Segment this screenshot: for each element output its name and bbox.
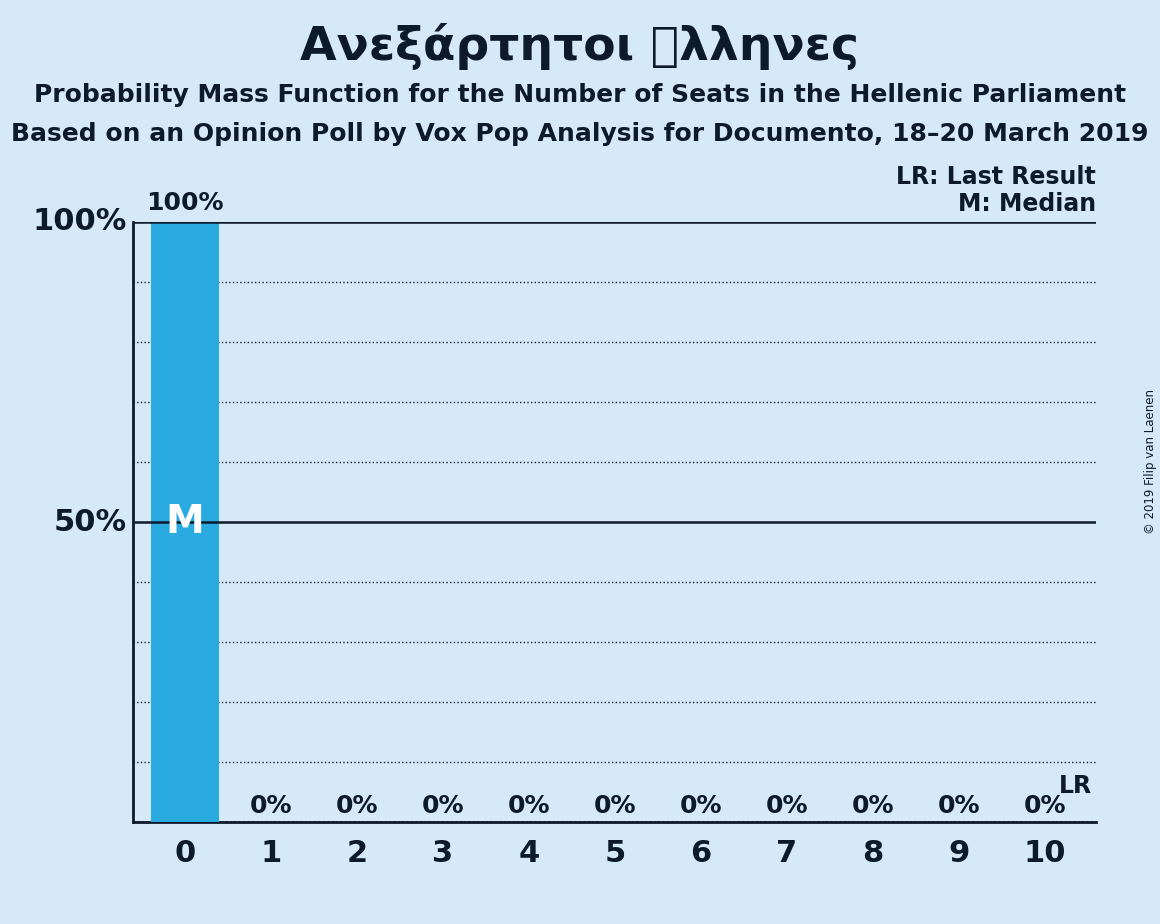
Text: © 2019 Filip van Laenen: © 2019 Filip van Laenen [1144,390,1158,534]
Text: M: M [166,503,204,541]
Text: 100%: 100% [146,190,224,214]
Text: 0%: 0% [594,794,636,818]
Text: 0%: 0% [680,794,722,818]
Text: LR: Last Result: LR: Last Result [897,164,1096,188]
Bar [151,222,219,822]
Text: 0%: 0% [508,794,550,818]
Text: Ανεξάρτητοι ἞λληνες: Ανεξάρτητοι ἞λληνες [300,23,860,70]
Text: 0%: 0% [766,794,809,818]
Text: M: Median: M: Median [958,192,1096,216]
Text: 0%: 0% [937,794,980,818]
Text: 0%: 0% [851,794,894,818]
Text: 0%: 0% [1023,794,1066,818]
Text: 50%: 50% [53,507,126,537]
Text: Based on an Opinion Poll by Vox Pop Analysis for Documento, 18–20 March 2019: Based on an Opinion Poll by Vox Pop Anal… [12,122,1148,146]
Text: 0%: 0% [421,794,464,818]
Text: 0%: 0% [335,794,378,818]
Text: 100%: 100% [32,207,126,237]
Text: LR: LR [1059,774,1092,798]
Text: 0%: 0% [249,794,292,818]
Text: Probability Mass Function for the Number of Seats in the Hellenic Parliament: Probability Mass Function for the Number… [34,83,1126,107]
